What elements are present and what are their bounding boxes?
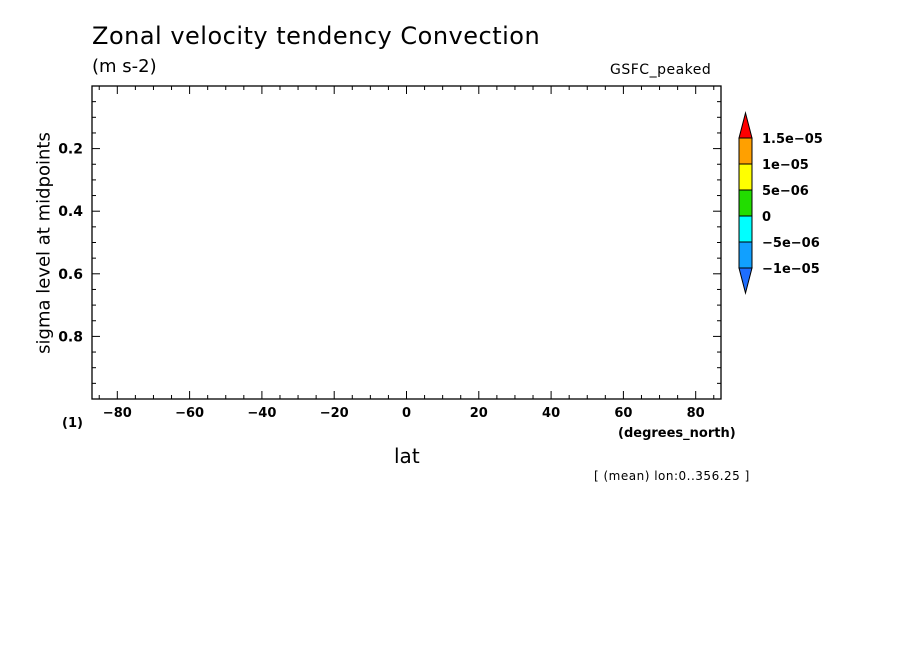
axis-ticks xyxy=(92,86,721,399)
y-tick-labels: 0.2 0.4 0.6 0.8 xyxy=(58,142,83,346)
x-axis-label: lat xyxy=(394,444,420,468)
colorbar-swatch xyxy=(738,163,753,191)
colorbar-swatch xyxy=(738,241,753,269)
colorbar-swatch xyxy=(738,137,753,165)
units-label: (m s-2) xyxy=(92,56,157,77)
colorbar-level-label: 0 xyxy=(762,210,771,225)
colorbar xyxy=(738,111,753,295)
y-tick-label: 0.4 xyxy=(58,204,83,220)
y-axis-units: (1) xyxy=(62,416,83,431)
x-tick-label: 60 xyxy=(614,406,632,421)
x-tick-label: 40 xyxy=(542,406,560,421)
colorbar-top-arrow xyxy=(738,111,753,139)
x-tick-label: −20 xyxy=(320,406,349,421)
source-label: GSFC_peaked xyxy=(610,62,712,78)
x-tick-label: −60 xyxy=(175,406,204,421)
colorbar-level-label: 1e−05 xyxy=(762,158,809,173)
colorbar-level-label: 5e−06 xyxy=(762,184,809,199)
colorbar-swatch xyxy=(738,215,753,243)
y-tick-label: 0.8 xyxy=(58,329,83,345)
x-tick-labels: −80 −60 −40 −20 0 20 40 60 80 xyxy=(103,406,705,421)
x-tick-label: 20 xyxy=(470,406,488,421)
colorbar-labels: 1.5e−05 1e−05 5e−06 0 −5e−06 −1e−05 xyxy=(762,132,823,277)
chart-title: Zonal velocity tendency Convection xyxy=(92,22,541,50)
x-tick-label: 80 xyxy=(687,406,705,421)
plot-frame xyxy=(91,85,722,400)
x-tick-label: −40 xyxy=(247,406,276,421)
colorbar-level-label: −1e−05 xyxy=(762,262,820,277)
colorbar-level-label: 1.5e−05 xyxy=(762,132,823,147)
x-axis-units: (degrees_north) xyxy=(618,426,736,441)
x-tick-label: 0 xyxy=(402,406,411,421)
y-tick-label: 0.2 xyxy=(58,142,83,158)
colorbar-bottom-arrow xyxy=(738,267,753,295)
x-tick-label: −80 xyxy=(103,406,132,421)
y-tick-label: 0.6 xyxy=(58,267,83,283)
averaging-note: [ (mean) lon:0..356.25 ] xyxy=(594,469,750,483)
colorbar-level-label: −5e−06 xyxy=(762,236,820,251)
colorbar-swatch xyxy=(738,189,753,217)
